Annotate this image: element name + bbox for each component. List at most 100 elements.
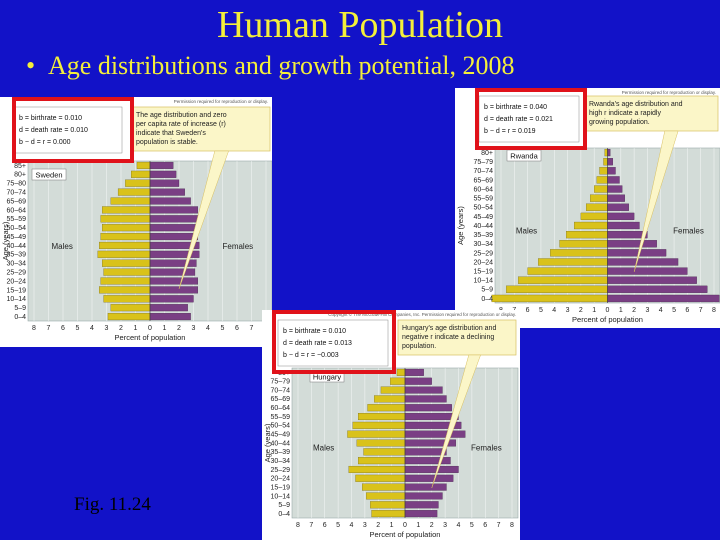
female-bar-0–4 [149, 313, 191, 321]
age-tick-label: 70–74 [7, 189, 27, 196]
female-bar-80+ [607, 148, 611, 157]
age-tick-label: 70–74 [271, 387, 291, 394]
pyramid-svg: Permission required for reproduction or … [1, 97, 272, 342]
male-bar-0–4 [107, 313, 151, 321]
female-bar-50–54 [149, 224, 198, 232]
female-bar-55–59 [149, 215, 200, 223]
header-note: Permission required for reproduction or … [174, 99, 268, 104]
male-bar-15–19 [99, 286, 151, 294]
x-axis-label: Percent of population [115, 333, 186, 342]
callout-line: The age distribution and zero [136, 112, 227, 119]
x-tick-label: 8 [32, 325, 36, 332]
x-tick-label: 3 [443, 522, 447, 529]
male-bar-45–49 [100, 233, 151, 241]
female-bar-55–59 [607, 194, 625, 202]
female-bar-10–14 [404, 492, 443, 500]
female-bar-65–69 [149, 197, 191, 205]
male-bar-70–74 [117, 188, 151, 196]
x-tick-label: 6 [61, 325, 65, 332]
male-bar-45–49 [580, 212, 608, 220]
female-bar-80+ [404, 368, 424, 376]
female-bar-5–9 [404, 501, 439, 509]
callout-text: Rwanda's age distribution and high r indi… [589, 101, 683, 126]
age-tick-label: 15–19 [271, 484, 291, 491]
male-bar-30–34 [559, 240, 608, 248]
age-tick-label: 75–79 [271, 379, 291, 386]
male-bar-20–24 [100, 277, 151, 285]
age-tick-label: 60–64 [271, 405, 291, 412]
female-bar-45–49 [404, 430, 466, 438]
male-bar-70–74 [599, 167, 608, 175]
x-tick-label: 2 [177, 325, 181, 332]
age-tick-label: 75–79 [474, 159, 494, 166]
female-bar-75–79 [607, 158, 613, 166]
x-tick-label: 1 [390, 522, 394, 529]
x-tick-label: 1 [134, 325, 138, 332]
callout-text: The age distribution and zero per capita … [136, 112, 227, 146]
x-tick-label: 4 [659, 307, 663, 314]
pyramid-svg: Copyright © The McGraw-Hill Companies, I… [263, 310, 519, 539]
age-tick-label: 20–24 [474, 259, 494, 266]
highlight-box [12, 97, 134, 163]
callout-text: Hungary's age distribution and negative r… [402, 325, 496, 350]
male-bar-25–29 [550, 249, 608, 257]
callout-line: Rwanda's age distribution and [589, 101, 683, 108]
y-axis-label: Age (years) [1, 221, 10, 260]
males-label: Males [516, 226, 537, 235]
age-tick-label: 55–59 [271, 414, 291, 421]
y-axis-label: Age (years) [263, 423, 272, 462]
age-tick-label: 40–44 [474, 223, 494, 230]
male-bar-65–69 [596, 176, 608, 184]
male-bar-40–44 [99, 241, 151, 249]
growth-rate-text: b − d = r = −0.003 [283, 352, 339, 359]
male-bar-25–29 [103, 268, 151, 276]
age-tick-label: 35–39 [271, 449, 291, 456]
male-bar-80+ [396, 368, 406, 376]
female-bar-25–29 [149, 268, 196, 276]
x-tick-label: 8 [296, 522, 300, 529]
age-tick-label: 15–19 [474, 269, 494, 276]
x-tick-label: 7 [699, 307, 703, 314]
x-tick-label: 2 [579, 307, 583, 314]
male-bar-0–4 [371, 510, 406, 518]
birthrate-text: b = birthrate = 0.010 [19, 115, 82, 122]
male-bar-60–64 [367, 404, 406, 412]
female-bar-75–79 [149, 179, 180, 187]
callout-pointer [178, 150, 229, 290]
female-bar-80–84 [149, 170, 177, 178]
male-bar-60–64 [102, 206, 151, 214]
age-tick-label: 45–49 [7, 234, 27, 241]
x-tick-label: 4 [457, 522, 461, 529]
males-label: Males [313, 444, 334, 453]
age-tick-label: 35–39 [7, 252, 27, 259]
bullet-text: Age distributions and growth potential, … [48, 51, 515, 80]
female-bar-25–29 [607, 249, 667, 257]
x-tick-label: 2 [430, 522, 434, 529]
callout-pointer [633, 130, 679, 273]
female-bar-75–79 [404, 377, 432, 385]
x-tick-label: 2 [632, 307, 636, 314]
age-tick-label: 5–9 [481, 287, 493, 294]
x-tick-label: 4 [90, 325, 94, 332]
male-bar-55–59 [100, 215, 151, 223]
x-tick-label: 3 [363, 522, 367, 529]
male-bar-5–9 [506, 285, 608, 293]
females-label: Females [471, 444, 502, 453]
x-tick-label: 6 [526, 307, 530, 314]
x-tick-label: 1 [592, 307, 596, 314]
female-bar-70–74 [404, 386, 443, 394]
male-bar-35–39 [566, 231, 608, 239]
female-bar-15–19 [404, 483, 447, 491]
male-bar-75–79 [125, 179, 151, 187]
x-tick-label: 5 [470, 522, 474, 529]
age-tick-label: 75–80 [7, 181, 27, 188]
male-bar-70–74 [380, 386, 406, 394]
pyramid-svg: Permission required for reproduction or … [456, 88, 720, 324]
female-bar-85+ [149, 161, 174, 169]
age-tick-label: 0–4 [14, 314, 26, 321]
header-note: Copyright © The McGraw-Hill Companies, I… [328, 311, 516, 317]
age-tick-label: 60–64 [474, 186, 494, 193]
x-tick-label: 7 [309, 522, 313, 529]
female-bar-60–64 [607, 185, 623, 193]
female-bar-35–39 [607, 231, 648, 239]
